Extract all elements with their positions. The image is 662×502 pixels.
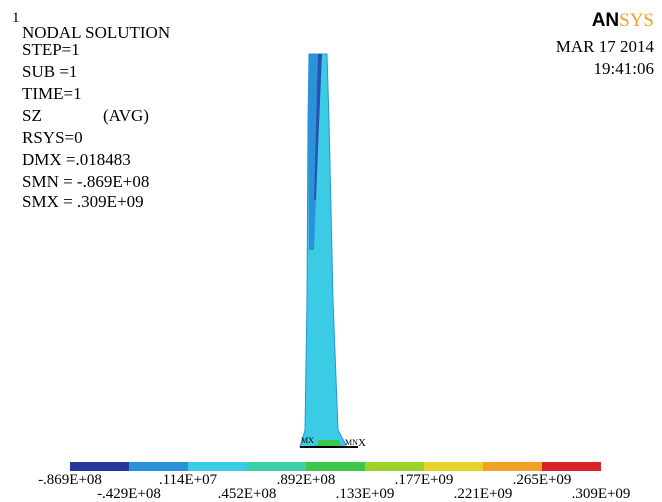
info-line: RSYS=0 xyxy=(22,128,83,147)
legend-label: .309E+09 xyxy=(572,486,631,502)
window-number: 1 xyxy=(12,10,20,26)
base xyxy=(318,440,340,447)
tower xyxy=(300,54,346,447)
legend-swatch xyxy=(542,462,601,471)
logo-part: AN xyxy=(592,10,619,31)
logo-part: SYS xyxy=(619,10,654,31)
legend-swatch xyxy=(306,462,365,471)
legend-label: .221E+09 xyxy=(454,486,513,502)
legend-swatch xyxy=(365,462,424,471)
legend-swatch xyxy=(188,462,247,471)
legend-label: .133E+09 xyxy=(336,486,395,502)
info-line: DMX =.018483 xyxy=(22,150,131,169)
axis-marker: X xyxy=(358,437,366,449)
legend-label: .452E+08 xyxy=(218,486,277,502)
date: MAR 17 2014 xyxy=(556,37,655,56)
logo: ANSYS xyxy=(592,10,654,31)
legend-label: -.429E+08 xyxy=(97,486,161,502)
info-line: STEP=1 xyxy=(22,40,80,59)
info-line: SMX = .309E+09 xyxy=(22,192,144,211)
legend-swatch xyxy=(424,462,483,471)
legend-swatch xyxy=(247,462,306,471)
legend-swatch xyxy=(483,462,542,471)
legend-label: .114E+07 xyxy=(159,472,218,488)
legend-swatch xyxy=(70,462,129,471)
ansys-result-view: 1 NODAL SOLUTION STEP=1 SUB =1 TIME=1 SZ… xyxy=(0,0,662,502)
result-name: SZ xyxy=(22,106,42,125)
legend-swatch xyxy=(129,462,188,471)
info-line: TIME=1 xyxy=(22,84,82,103)
min-marker: MN xyxy=(345,438,358,447)
max-marker: MX xyxy=(301,436,314,445)
result-mode: (AVG) xyxy=(103,106,149,125)
time: 19:41:06 xyxy=(594,59,654,78)
info-line: SMN = -.869E+08 xyxy=(22,172,149,191)
legend-label: .265E+09 xyxy=(513,472,572,488)
info-line: SUB =1 xyxy=(22,62,77,81)
model: MX MN X xyxy=(300,54,366,449)
legend: -.869E+08 .114E+07 .892E+08 .177E+09 .265E+0… xyxy=(38,462,630,502)
legend-label: .892E+08 xyxy=(277,472,336,488)
legend-label: .177E+09 xyxy=(395,472,454,488)
legend-label: -.869E+08 xyxy=(38,472,102,488)
